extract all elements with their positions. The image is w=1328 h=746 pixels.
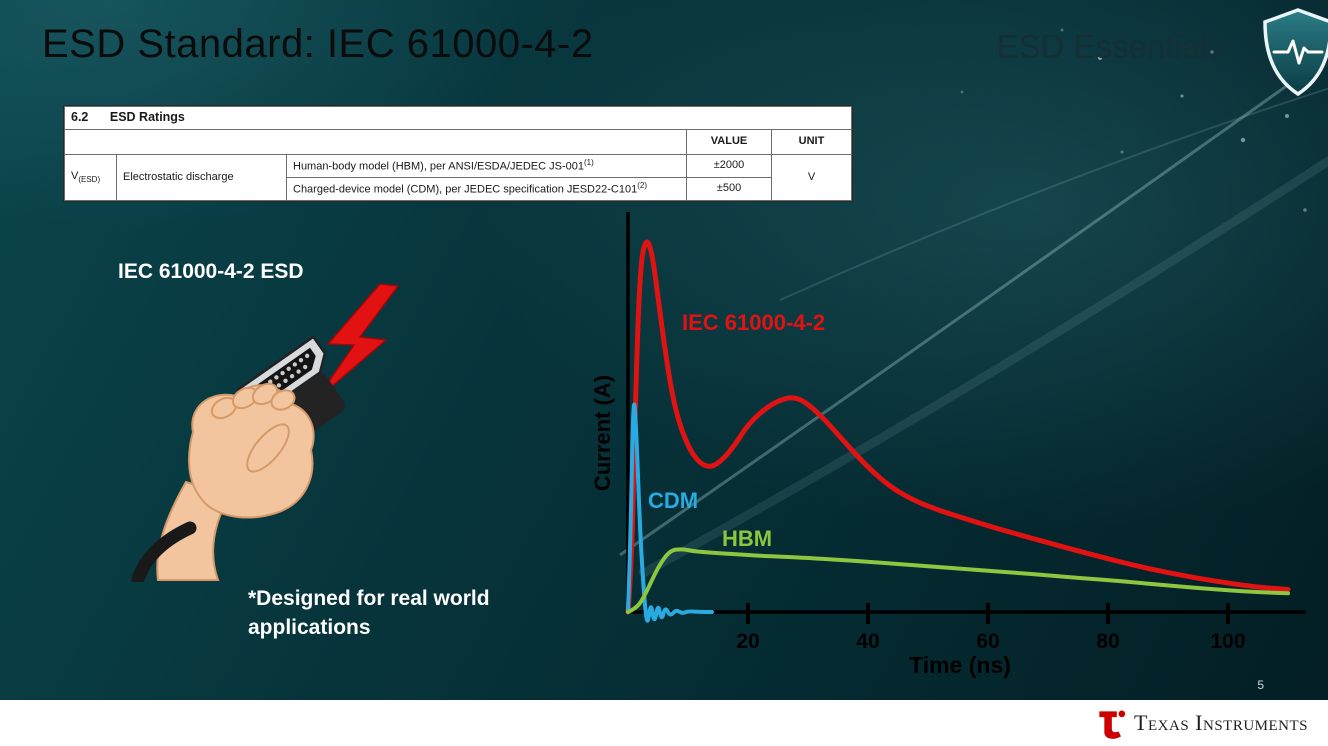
lightning-bolt-icon xyxy=(315,283,399,401)
table-row: V(ESD) Electrostatic discharge Human-bod… xyxy=(64,153,853,202)
section-number: 6.2 xyxy=(71,110,89,124)
cdm-value-cell: ±500 xyxy=(686,177,772,202)
cdm-model-cell: Charged-device model (CDM), per JEDEC sp… xyxy=(286,177,687,202)
hand-with-connector-illustration xyxy=(131,283,399,582)
symbol-cell: V(ESD) xyxy=(64,153,117,202)
table-header-row: VALUE UNIT xyxy=(64,128,853,155)
esd-shield-icon xyxy=(1263,8,1328,97)
iec-curve-label: IEC 61000-4-2 xyxy=(682,310,826,335)
esd-ratings-table: 6.2 ESD Ratings VALUE UNIT V(ESD) Electr… xyxy=(63,106,853,202)
x-axis-label: Time (ns) xyxy=(909,652,1011,678)
y-axis-label: Current (A) xyxy=(590,374,615,492)
series-brand-label: ESD Essentials xyxy=(996,28,1224,65)
parameter-cell: Electrostatic discharge xyxy=(116,153,287,202)
unit-cell: V xyxy=(770,153,853,202)
cdm-curve-label: CDM xyxy=(648,488,699,513)
page-title: ESD Standard: IEC 61000-4-2 xyxy=(42,22,594,66)
page-number: 5 xyxy=(1257,678,1264,692)
illustration-label: IEC 61000-4-2 ESD xyxy=(118,260,304,283)
svg-text:80: 80 xyxy=(1096,630,1119,653)
section-title: ESD Ratings xyxy=(109,110,185,124)
hbm-curve-label: HBM xyxy=(722,526,773,551)
ti-wordmark: Texas Instruments xyxy=(1134,710,1308,735)
svg-text:60: 60 xyxy=(976,630,999,653)
svg-text:20: 20 xyxy=(736,630,759,653)
esd-ratings-table-container: 6.2 ESD Ratings VALUE UNIT V(ESD) Electr… xyxy=(63,106,853,202)
ti-logo: Texas Instruments xyxy=(1096,706,1308,740)
table-row: Charged-device model (CDM), per JEDEC sp… xyxy=(65,177,852,202)
waveform-chart: 20 40 60 80 100 Current (A) Time (ns) IEC 61… xyxy=(570,200,1310,680)
svg-text:40: 40 xyxy=(856,630,879,653)
footer-bar: Texas Instruments xyxy=(0,700,1328,746)
hbm-value-cell: ±2000 xyxy=(686,153,772,179)
waveform-chart-svg: 20 40 60 80 100 xyxy=(625,212,1306,653)
hbm-model-cell: Human-body model (HBM), per ANSI/ESDA/JE… xyxy=(286,153,687,179)
svg-text:100: 100 xyxy=(1210,630,1245,653)
design-footnote: *Designed for real world applications xyxy=(248,587,490,640)
value-column-header: VALUE xyxy=(686,128,772,155)
ti-bug-icon xyxy=(1099,710,1126,739)
unit-column-header: UNIT xyxy=(770,128,853,155)
table-caption-row: 6.2 ESD Ratings xyxy=(63,106,853,130)
